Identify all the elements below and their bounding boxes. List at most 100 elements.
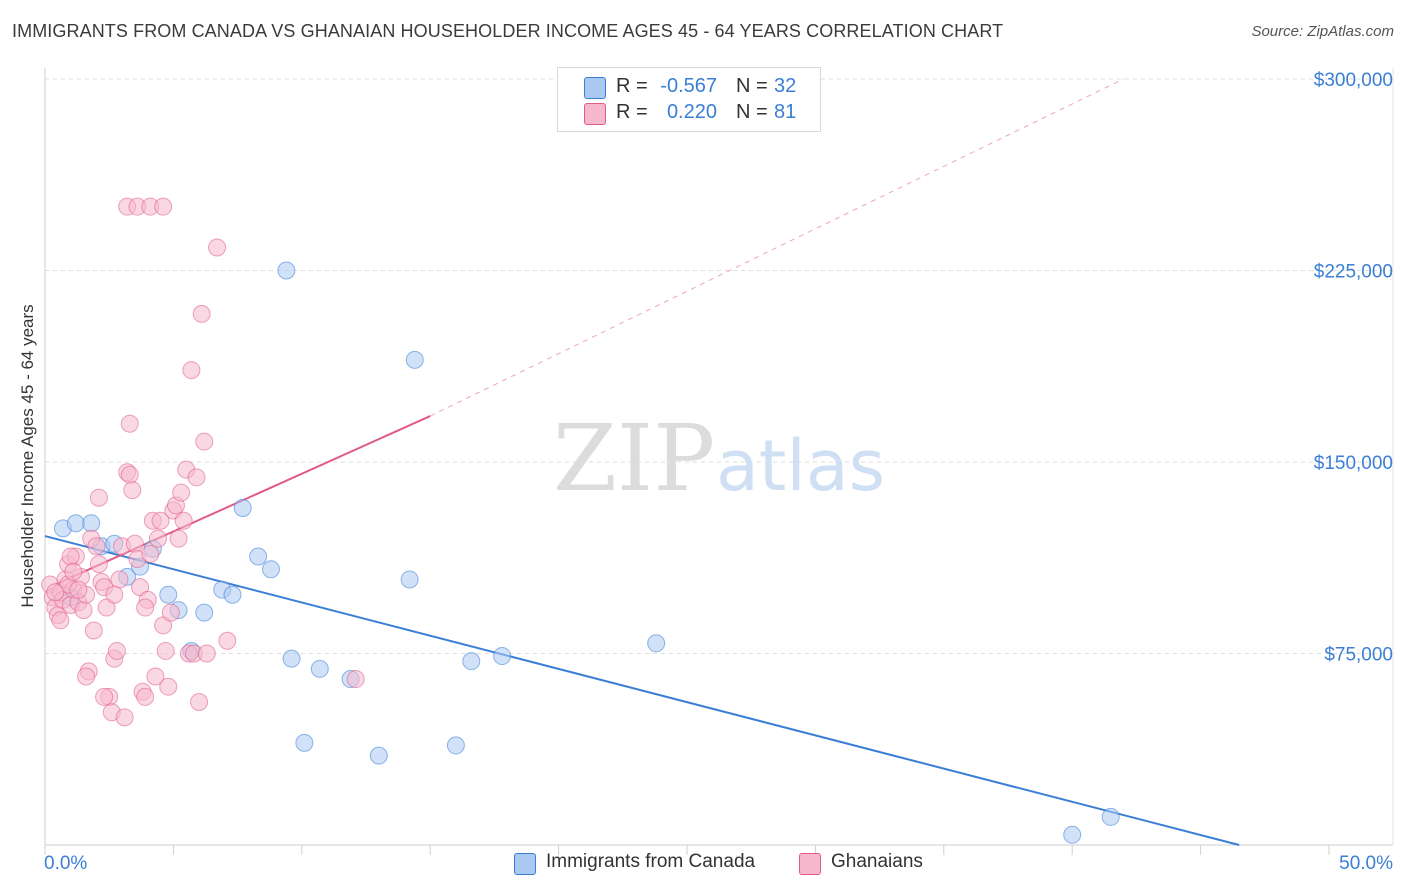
data-point: [120, 465, 139, 484]
legend-n-label: N =: [736, 75, 768, 97]
series-ghanaians-points: [41, 197, 365, 727]
trend-line-canada: [44, 535, 1240, 846]
data-point: [218, 631, 237, 650]
source-label: Source: ZipAtlas.com: [1251, 23, 1394, 40]
series-label-ghanaians: Ghanaians: [831, 851, 923, 872]
x-tick-label: 0.0%: [44, 853, 87, 874]
data-point: [233, 498, 252, 517]
data-point: [136, 687, 155, 706]
data-point: [141, 544, 160, 563]
data-point: [125, 534, 144, 553]
data-point: [46, 583, 65, 602]
y-tick-label: $300,000: [1314, 70, 1393, 91]
data-point: [123, 481, 142, 500]
data-points: [41, 197, 1120, 844]
data-point: [84, 621, 103, 640]
data-point: [192, 304, 211, 323]
data-point: [74, 601, 93, 620]
data-point: [51, 611, 70, 630]
data-point: [446, 736, 465, 755]
data-point: [159, 585, 178, 604]
data-point: [172, 483, 191, 502]
data-point: [148, 529, 167, 548]
data-point: [405, 350, 424, 369]
data-point: [95, 687, 114, 706]
data-point: [195, 432, 214, 451]
data-point: [282, 649, 301, 668]
data-point: [110, 570, 129, 589]
series-legend: Immigrants from Canada Ghanaians: [0, 851, 1406, 879]
data-point: [190, 693, 209, 712]
legend-swatch-canada: [584, 77, 606, 99]
y-axis-label: Householder Income Ages 45 - 64 years: [18, 304, 37, 607]
data-point: [310, 659, 329, 678]
data-point: [400, 570, 419, 589]
data-point: [277, 261, 296, 280]
data-point: [159, 677, 178, 696]
x-tick-label: 50.0%: [1339, 853, 1393, 874]
trend-extension-ghanaians: [429, 78, 1124, 417]
legend-n-value-ghanaians: 81: [774, 101, 797, 123]
data-point: [77, 667, 96, 686]
data-point: [208, 238, 227, 257]
data-point: [169, 529, 188, 548]
data-point: [195, 603, 214, 622]
data-point: [156, 641, 175, 660]
correlation-legend: R = -0.567 N = 32 R = 0.220 N = 81: [557, 67, 821, 132]
data-point: [369, 746, 388, 765]
y-tick-label: $150,000: [1314, 453, 1393, 474]
data-point: [295, 733, 314, 752]
data-point: [61, 547, 80, 566]
data-point: [182, 361, 201, 380]
legend-r-value-canada: -0.567: [660, 75, 717, 97]
series-label-canada: Immigrants from Canada: [546, 851, 756, 872]
legend-r-label: R =: [616, 75, 648, 97]
data-point: [115, 708, 134, 727]
y-tick-label: $225,000: [1314, 262, 1393, 283]
data-point: [493, 647, 512, 666]
data-point: [197, 644, 216, 663]
legend-n-label: N =: [736, 101, 768, 123]
data-point: [346, 670, 365, 689]
chart-title: IMMIGRANTS FROM CANADA VS GHANAIAN HOUSE…: [12, 21, 1004, 41]
data-point: [151, 511, 170, 530]
watermark-atlas: atlas: [716, 425, 885, 507]
data-point: [174, 511, 193, 530]
data-point: [105, 585, 124, 604]
legend-swatch-ghanaians: [584, 103, 606, 125]
data-point: [647, 634, 666, 653]
watermark-zip: ZIP: [553, 405, 715, 512]
legend-r-value-ghanaians: 0.220: [666, 101, 717, 123]
data-point: [69, 580, 88, 599]
data-point: [462, 652, 481, 671]
data-point: [64, 562, 83, 581]
series-swatch-canada: [514, 853, 536, 875]
data-point: [161, 603, 180, 622]
data-point: [249, 547, 268, 566]
data-point: [66, 514, 85, 533]
data-point: [223, 585, 242, 604]
gridlines: [45, 78, 1393, 654]
legend-n-value-canada: 32: [774, 75, 797, 97]
data-point: [1063, 825, 1082, 844]
legend-r-label: R =: [616, 101, 648, 123]
data-point: [87, 537, 106, 556]
data-point: [136, 598, 155, 617]
data-point: [107, 641, 126, 660]
watermark: ZIP atlas: [553, 405, 885, 512]
data-point: [187, 468, 206, 487]
data-point: [82, 514, 101, 533]
data-point: [120, 414, 139, 433]
data-point: [1101, 807, 1120, 826]
data-point: [89, 555, 108, 574]
series-canada-points: [53, 261, 1120, 844]
series-swatch-ghanaians: [799, 853, 821, 875]
data-point: [146, 667, 165, 686]
y-tick-label: $75,000: [1324, 645, 1393, 666]
data-point: [154, 197, 173, 216]
tick-labels: $75,000 $150,000 $225,000 $300,000 0.0% 50.0%: [44, 70, 1393, 874]
data-point: [89, 488, 108, 507]
data-point: [261, 560, 280, 579]
axes: [44, 68, 1394, 855]
